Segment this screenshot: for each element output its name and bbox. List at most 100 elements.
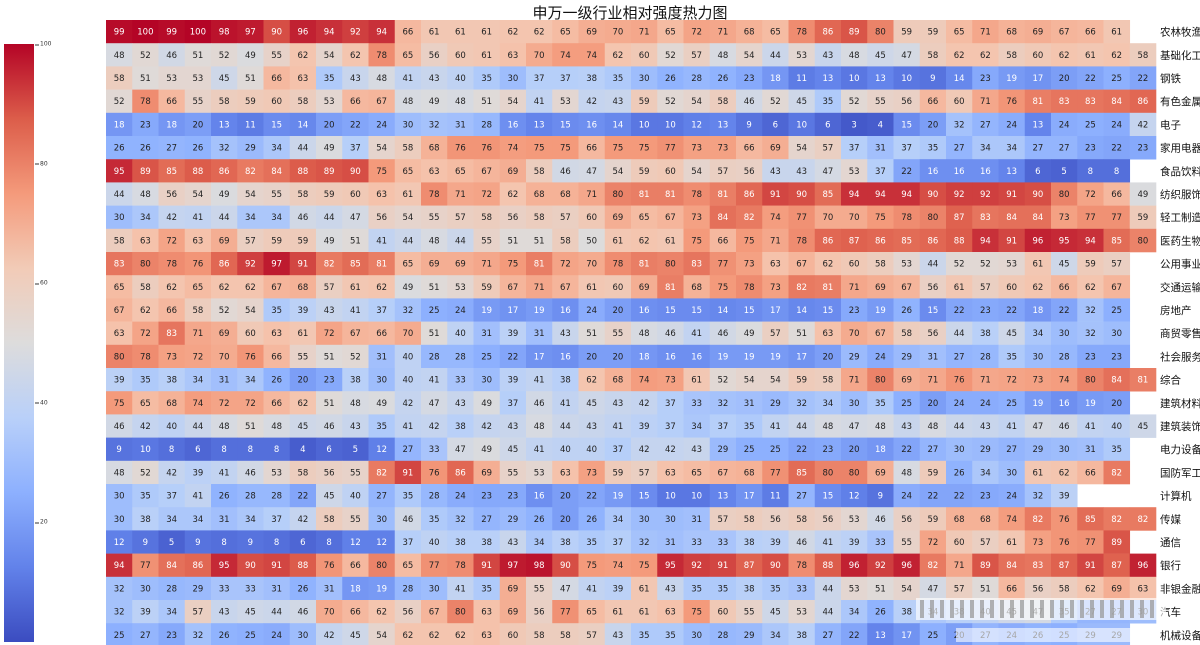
heatmap-cell bbox=[552, 182, 579, 206]
heatmap-cell-label: 91 bbox=[1085, 561, 1096, 571]
heatmap-cell bbox=[709, 576, 737, 601]
heatmap-cell bbox=[841, 66, 868, 90]
heatmap-cell-label: 41 bbox=[560, 399, 571, 409]
heatmap-cell-label: 31 bbox=[691, 515, 702, 525]
heatmap-cell bbox=[211, 553, 238, 578]
heatmap-cell bbox=[683, 43, 711, 67]
heatmap-cell bbox=[1077, 159, 1104, 183]
heatmap-cell bbox=[709, 298, 737, 322]
heatmap-cell bbox=[946, 228, 973, 253]
heatmap-cell bbox=[736, 391, 763, 415]
heatmap-cell bbox=[683, 298, 711, 322]
heatmap-cell bbox=[762, 159, 789, 183]
heatmap-cell bbox=[263, 437, 291, 462]
heatmap-cell bbox=[263, 89, 291, 114]
heatmap-cell-label: 70 bbox=[849, 213, 860, 223]
heatmap-cell bbox=[132, 228, 159, 253]
heatmap-cell bbox=[657, 112, 684, 137]
heatmap-cell bbox=[762, 112, 789, 137]
heatmap-cell bbox=[263, 344, 291, 369]
heatmap-cell-label: 34 bbox=[1032, 329, 1043, 339]
heatmap-cell-label: 37 bbox=[901, 144, 912, 154]
heatmap-cell bbox=[709, 530, 737, 554]
heatmap-cell-label: 41 bbox=[534, 376, 545, 386]
heatmap-cell-label: 61 bbox=[481, 51, 492, 61]
heatmap-cell bbox=[814, 112, 842, 137]
heatmap-cell-label: 52 bbox=[140, 468, 151, 478]
heatmap-cell-label: 14 bbox=[612, 120, 623, 130]
heatmap-cell bbox=[1024, 484, 1052, 508]
heatmap-cell-label: 32 bbox=[1085, 306, 1096, 316]
heatmap-cell-label: 55 bbox=[350, 468, 361, 478]
heatmap-cell-label: 78 bbox=[166, 260, 177, 270]
heatmap-cell-label: 66 bbox=[1059, 283, 1070, 293]
heatmap-cell bbox=[946, 484, 973, 508]
heatmap-cell bbox=[1103, 252, 1131, 276]
heatmap-cell-label: 81 bbox=[639, 190, 650, 200]
heatmap-cell-label: 23 bbox=[980, 306, 991, 316]
heatmap-cell bbox=[316, 437, 343, 462]
heatmap-cell bbox=[1024, 530, 1052, 554]
heatmap-cell bbox=[972, 252, 999, 276]
heatmap-cell-label: 59 bbox=[1085, 260, 1096, 270]
heatmap-cell-label: 44 bbox=[822, 584, 833, 594]
heatmap-cell-label: 38 bbox=[560, 376, 571, 386]
heatmap-cell-label: 25 bbox=[1006, 399, 1017, 409]
heatmap-cell-label: 80 bbox=[822, 468, 833, 478]
heatmap-cell bbox=[316, 623, 343, 645]
heatmap-cell bbox=[316, 507, 343, 531]
heatmap-cell-label: 53 bbox=[324, 97, 335, 107]
heatmap-cell-label: 67 bbox=[717, 468, 728, 478]
heatmap-cell bbox=[657, 460, 684, 485]
heatmap-cell-label: 75 bbox=[639, 561, 650, 571]
heatmap-cell bbox=[447, 600, 474, 624]
heatmap-cell bbox=[788, 507, 816, 531]
heatmap-cell-label: 59 bbox=[245, 97, 256, 107]
heatmap-cell-label: 5 bbox=[169, 538, 174, 548]
heatmap-cell-label: 20 bbox=[612, 306, 623, 316]
heatmap-cell bbox=[211, 437, 238, 462]
heatmap-cell bbox=[237, 66, 264, 90]
heatmap-cell-label: 66 bbox=[927, 97, 938, 107]
heatmap-cell bbox=[631, 414, 658, 438]
heatmap-cell-label: 63 bbox=[665, 468, 676, 478]
heatmap-cell-label: 65 bbox=[954, 28, 965, 38]
heatmap-cell bbox=[499, 553, 527, 578]
heatmap-cell bbox=[342, 484, 369, 508]
heatmap-cell bbox=[683, 391, 711, 415]
heatmap-cell bbox=[631, 112, 658, 137]
heatmap-cell-label: 26 bbox=[192, 144, 203, 154]
heatmap-cell bbox=[893, 368, 921, 392]
heatmap-cell-label: 6 bbox=[1035, 167, 1040, 177]
heatmap-cell bbox=[1024, 437, 1052, 462]
heatmap-cell bbox=[526, 414, 553, 438]
heatmap-cell-label: 16 bbox=[980, 167, 991, 177]
heatmap-cell-label: 96 bbox=[1137, 561, 1148, 571]
heatmap-cell-label: 67 bbox=[665, 213, 676, 223]
heatmap-cell-label: 94 bbox=[1085, 236, 1096, 246]
heatmap-cell bbox=[552, 159, 579, 183]
heatmap-cell bbox=[394, 507, 422, 531]
heatmap-cell bbox=[499, 437, 527, 462]
heatmap-cell-label: 92 bbox=[245, 260, 256, 270]
heatmap-cell-label: 48 bbox=[402, 97, 413, 107]
heatmap-cell-label: 19 bbox=[376, 584, 387, 594]
heatmap-cell bbox=[132, 437, 159, 462]
heatmap-cell-label: 27 bbox=[481, 515, 492, 525]
heatmap-cell-label: 30 bbox=[1059, 329, 1070, 339]
heatmap-cell-label: 53 bbox=[796, 51, 807, 61]
heatmap-cell bbox=[316, 136, 343, 160]
heatmap-cell bbox=[132, 600, 159, 624]
heatmap-cell-label: 70 bbox=[849, 329, 860, 339]
heatmap-cell bbox=[132, 136, 159, 160]
heatmap-cell-label: 94 bbox=[324, 28, 335, 38]
heatmap-cell-label: 88 bbox=[297, 167, 308, 177]
heatmap-cell bbox=[867, 182, 894, 206]
heatmap-cell-label: 45 bbox=[507, 445, 518, 455]
heatmap-cell-label: 29 bbox=[717, 445, 728, 455]
heatmap-cell bbox=[814, 344, 842, 369]
heatmap-cell-label: 40 bbox=[429, 538, 440, 548]
heatmap-cell-label: 80 bbox=[875, 376, 886, 386]
heatmap-cell-label: 86 bbox=[822, 236, 833, 246]
heatmap-cell-label: 62 bbox=[1059, 468, 1070, 478]
